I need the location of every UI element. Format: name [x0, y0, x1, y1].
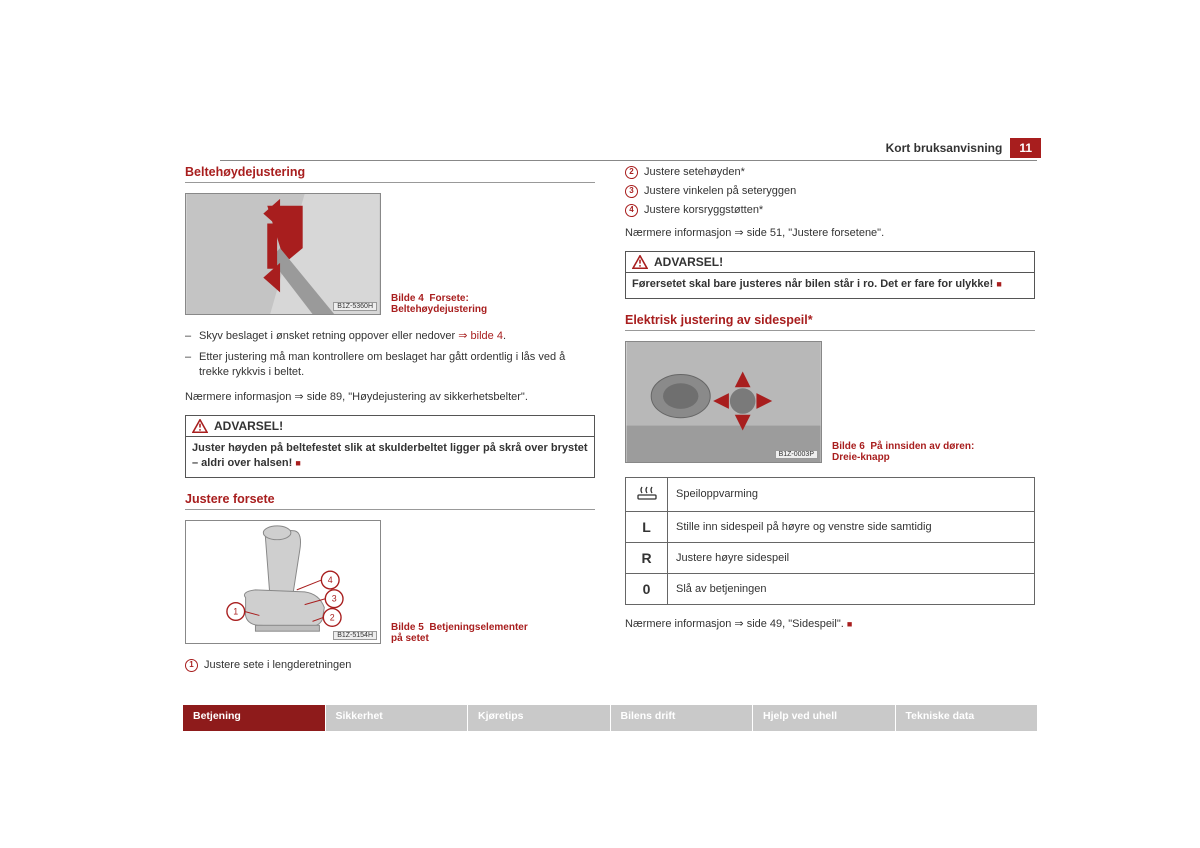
- tab-betjening[interactable]: Betjening: [183, 705, 325, 731]
- seat-numlist-right: 2 Justere setehøyden* 3 Justere vinkelen p…: [625, 165, 1035, 218]
- symbol-desc: Stille inn sidespeil på høyre og venstre…: [668, 511, 1035, 542]
- figure-5-code: B1Z-5154H: [333, 631, 377, 640]
- symbol-cell: 0: [626, 573, 668, 604]
- info3-b: ⇒ side 49, "Sidespeil".: [734, 618, 843, 630]
- figure-6-caption: Bilde 6 På innsiden av døren: Dreie-knap…: [832, 441, 982, 463]
- figure-4-row: B1Z-5360H Bilde 4 Forsete: Beltehøydejus…: [185, 193, 595, 315]
- svg-text:3: 3: [332, 593, 337, 603]
- num-item-4: 4 Justere korsryggstøtten*: [625, 203, 1035, 218]
- warning-icon: [192, 419, 208, 433]
- right-column: 2 Justere setehøyden* 3 Justere vinkelen p…: [625, 165, 1035, 680]
- tab-hjelp-ved-uhell[interactable]: Hjelp ved uhell: [752, 705, 895, 731]
- warn2-text: Førersetet skal bare justeres når bilen …: [632, 278, 993, 290]
- table-row: RJustere høyre sidespeil: [626, 542, 1035, 573]
- info1-a: Nærmere informasjon: [185, 391, 294, 403]
- svg-text:1: 1: [233, 606, 238, 616]
- figure-5-caption: Bilde 5 Betjeningselementer på setet: [391, 622, 541, 644]
- page-number: 11: [1010, 138, 1041, 158]
- end-marker: ■: [295, 458, 300, 468]
- symbol-desc: Slå av betjeningen: [668, 573, 1035, 604]
- svg-text:2: 2: [330, 612, 335, 622]
- left-column: Beltehøydejustering B1Z-5360H Bi: [185, 165, 595, 680]
- info-belt: Nærmere informasjon ⇒ side 89, "Høydejus…: [185, 390, 595, 405]
- belt-bullets: Skyv beslaget i ønsket retning oppover e…: [185, 329, 595, 380]
- tab-sikkerhet[interactable]: Sikkerhet: [325, 705, 468, 731]
- num-item-2: 2 Justere setehøyden*: [625, 165, 1035, 180]
- bullet-1: Skyv beslaget i ønsket retning oppover e…: [185, 329, 595, 344]
- seat-numlist-left: 1 Justere sete i lengderetningen: [185, 658, 595, 673]
- warning-body-2: Førersetet skal bare justeres når bilen …: [626, 273, 1034, 298]
- warning-belt: ADVARSEL! Juster høyden på beltefestet s…: [185, 415, 595, 478]
- num4-text: Justere korsryggstøtten*: [644, 203, 763, 218]
- num1-text: Justere sete i lengderetningen: [204, 658, 351, 673]
- figure-5-row: 1 2 3 4 B1Z-5154H Bilde 5 Betjeningselem…: [185, 520, 595, 644]
- fig6-prefix: Bilde 6: [832, 441, 865, 452]
- symbol-cell: L: [626, 511, 668, 542]
- svg-text:4: 4: [328, 575, 333, 585]
- circ-4: 4: [625, 204, 638, 217]
- symbol-desc: Speiloppvarming: [668, 477, 1035, 511]
- warning-title-2: ADVARSEL!: [654, 255, 723, 269]
- bullet1-a: Skyv beslaget i ønsket retning oppover e…: [199, 330, 458, 342]
- figure-6-code: B1Z-0003P: [775, 450, 818, 459]
- info3-a: Nærmere informasjon: [625, 618, 734, 630]
- warning-icon: [632, 255, 648, 269]
- end-marker: ■: [996, 279, 1001, 289]
- warning-body-1: Juster høyden på beltefestet slik at sku…: [186, 437, 594, 477]
- mirror-symbol-table: SpeiloppvarmingLStille inn sidespeil på …: [625, 477, 1035, 605]
- warning-title-1: ADVARSEL!: [214, 419, 283, 433]
- tab-bilens-drift[interactable]: Bilens drift: [610, 705, 753, 731]
- circ-2: 2: [625, 166, 638, 179]
- tab-kjøretips[interactable]: Kjøretips: [467, 705, 610, 731]
- figure-4-code: B1Z-5360H: [333, 302, 377, 311]
- heading-mirror: Elektrisk justering av sidespeil*: [625, 313, 1035, 331]
- fig4-prefix: Bilde 4: [391, 293, 424, 304]
- tab-tekniske-data[interactable]: Tekniske data: [895, 705, 1038, 731]
- bullet-2: Etter justering må man kontrollere om be…: [185, 350, 595, 380]
- info1-b: ⇒ side 89, "Høydejustering av sikkerhets…: [294, 391, 527, 403]
- warn1-text: Juster høyden på beltefestet slik at sku…: [192, 442, 588, 469]
- page-body: Beltehøydejustering B1Z-5360H Bi: [0, 0, 1200, 680]
- num3-text: Justere vinkelen på seteryggen: [644, 184, 796, 199]
- end-marker: ■: [847, 619, 852, 629]
- info2-a: Nærmere informasjon: [625, 227, 734, 239]
- figure-5-image: 1 2 3 4 B1Z-5154H: [185, 520, 381, 644]
- bullet1-c: .: [503, 330, 506, 342]
- symbol-cell: R: [626, 542, 668, 573]
- bottom-tabs: BetjeningSikkerhetKjøretipsBilens driftH…: [183, 705, 1037, 731]
- heat-icon: [626, 477, 668, 511]
- circ-1: 1: [185, 659, 198, 672]
- heading-belt-height: Beltehøydejustering: [185, 165, 595, 183]
- table-row: Speiloppvarming: [626, 477, 1035, 511]
- table-row: 0Slå av betjeningen: [626, 573, 1035, 604]
- warning-head-1: ADVARSEL!: [186, 416, 594, 437]
- num2-text: Justere setehøyden*: [644, 165, 745, 180]
- num-item-3: 3 Justere vinkelen på seteryggen: [625, 184, 1035, 199]
- fig5-prefix: Bilde 5: [391, 622, 424, 633]
- info2-b: ⇒ side 51, "Justere forsetene".: [734, 227, 884, 239]
- figure-4-image: B1Z-5360H: [185, 193, 381, 315]
- info-seat: Nærmere informasjon ⇒ side 51, "Justere …: [625, 226, 1035, 241]
- warning-seat: ADVARSEL! Førersetet skal bare justeres …: [625, 251, 1035, 299]
- table-row: LStille inn sidespeil på høyre og venstr…: [626, 511, 1035, 542]
- heading-adjust-seat: Justere forsete: [185, 492, 595, 510]
- num-item-1: 1 Justere sete i lengderetningen: [185, 658, 595, 673]
- figure-6-row: B1Z-0003P Bilde 6 På innsiden av døren: …: [625, 341, 1035, 463]
- figure-4-caption: Bilde 4 Forsete: Beltehøydejustering: [391, 293, 541, 315]
- symbol-desc: Justere høyre sidespeil: [668, 542, 1035, 573]
- info-mirror: Nærmere informasjon ⇒ side 49, "Sidespei…: [625, 617, 1035, 632]
- page-header: Kort bruksanvisning 11: [220, 138, 1037, 161]
- figure-6-image: B1Z-0003P: [625, 341, 822, 463]
- section-title: Kort bruksanvisning: [886, 141, 1003, 155]
- circ-3: 3: [625, 185, 638, 198]
- warning-head-2: ADVARSEL!: [626, 252, 1034, 273]
- bullet1-link: ⇒ bilde 4: [458, 330, 503, 342]
